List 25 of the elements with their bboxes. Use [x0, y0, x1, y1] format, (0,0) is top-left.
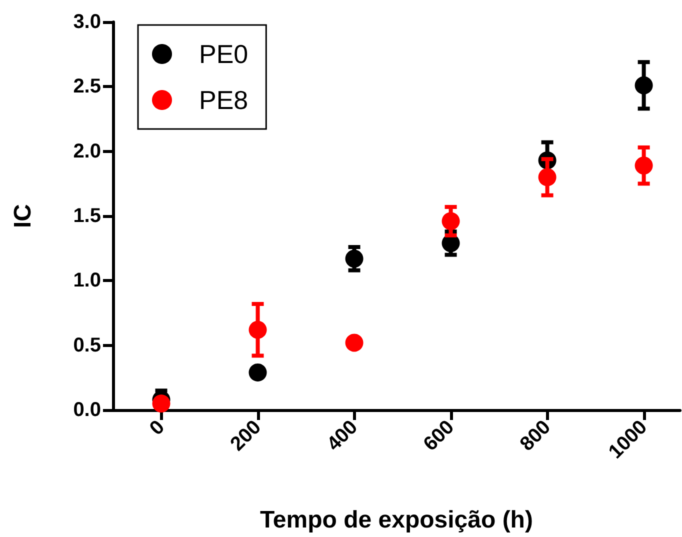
legend-label: PE0 — [199, 39, 248, 69]
x-tick-label: 200 — [226, 416, 266, 456]
point — [634, 76, 653, 94]
y-tick-label: 2.5 — [73, 76, 101, 98]
point — [538, 168, 556, 186]
point — [345, 250, 364, 268]
y-axis-title: IC — [10, 204, 36, 228]
x-tick-label: 0 — [146, 416, 170, 440]
y-tick-label: 1.5 — [73, 205, 101, 227]
point — [248, 363, 267, 382]
point — [345, 334, 364, 352]
y-tick-label: 2.0 — [73, 140, 101, 162]
point — [634, 156, 653, 175]
y-tick-label: 0.5 — [73, 334, 101, 356]
legend-label: PE8 — [199, 85, 248, 115]
x-axis-title: Tempo de exposição (h) — [260, 506, 533, 534]
x-tick-label: 600 — [419, 416, 459, 456]
point — [248, 320, 267, 339]
x-tick-label: 800 — [516, 416, 556, 456]
y-tick-label: 0.0 — [73, 399, 101, 421]
y-tick-label: 1.0 — [73, 270, 101, 292]
y-tick-label: 3.0 — [73, 11, 101, 33]
point — [152, 394, 170, 413]
x-tick-label: 400 — [322, 416, 362, 456]
point — [442, 212, 460, 230]
